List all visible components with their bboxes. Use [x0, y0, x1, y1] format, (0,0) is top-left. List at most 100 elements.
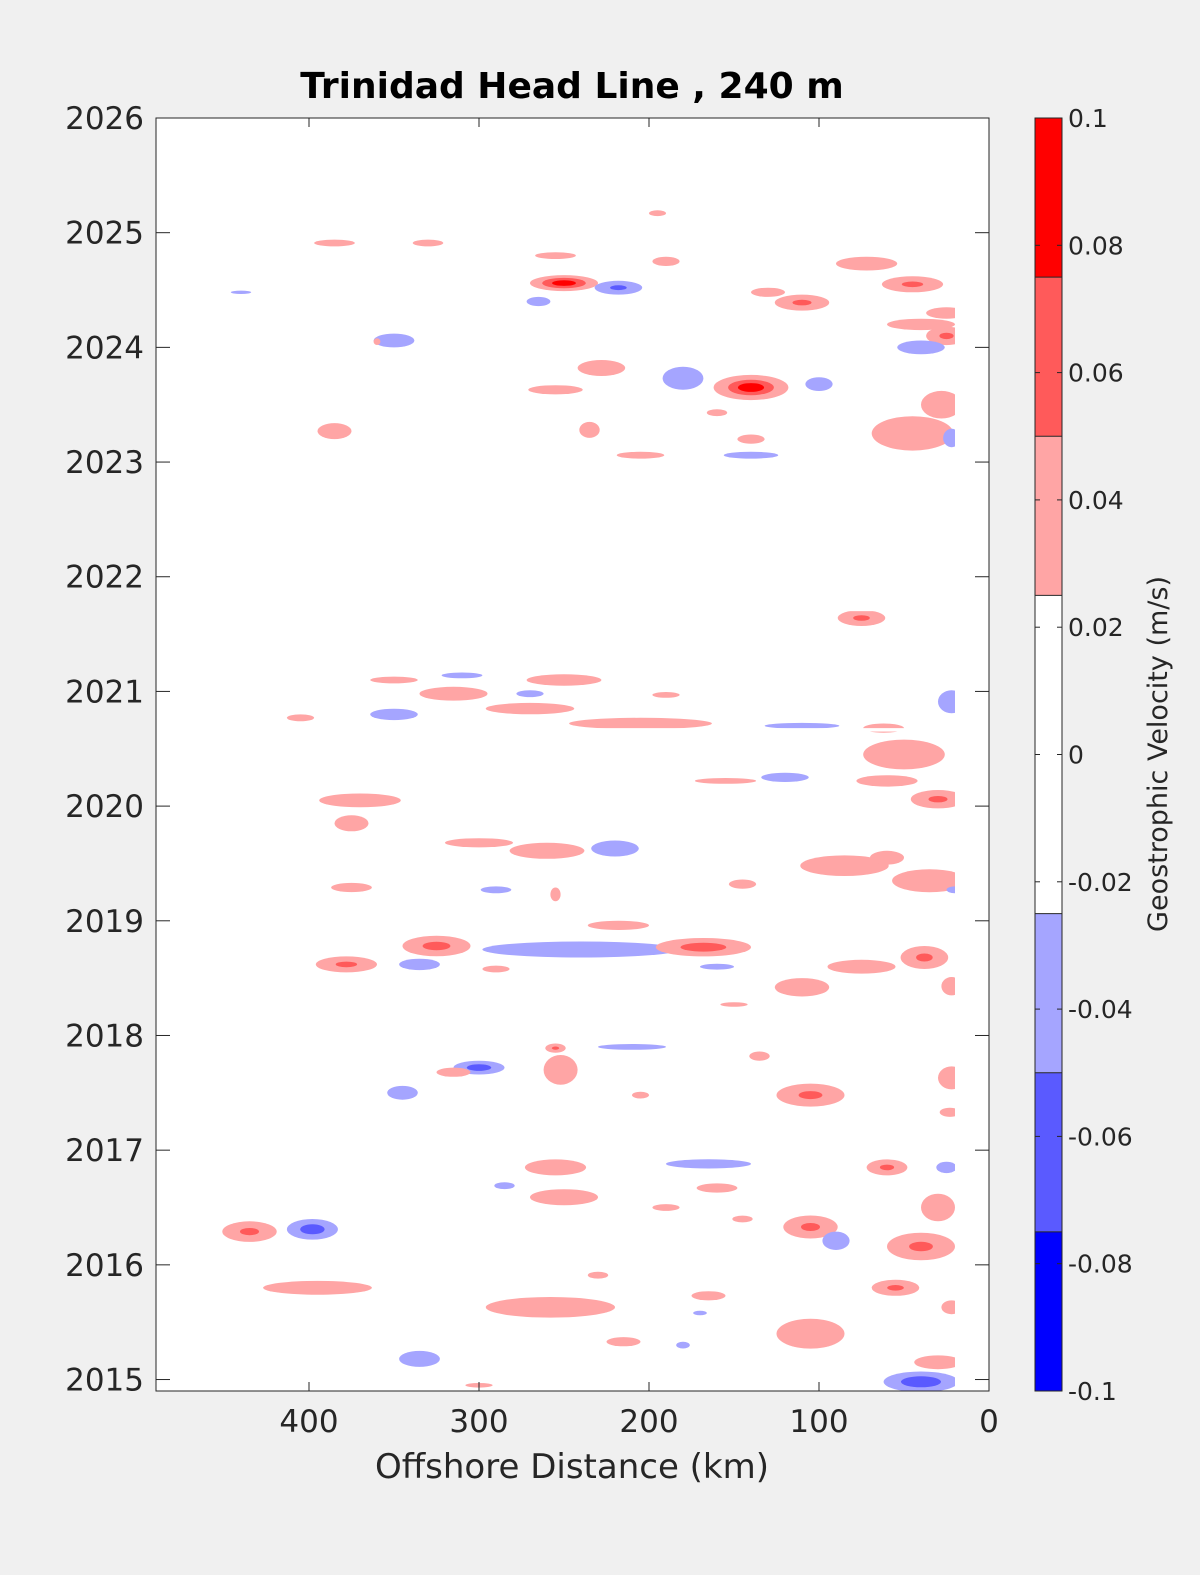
contour-feature — [652, 1204, 680, 1211]
contour-level — [387, 1085, 418, 1100]
contour-level — [871, 416, 954, 451]
contour-level — [263, 1280, 372, 1295]
y-tick-label: 2024 — [65, 330, 144, 366]
colorbar-tick-label: 0 — [1068, 741, 1084, 770]
contour-level — [856, 775, 918, 787]
contour-feature — [900, 946, 949, 969]
contour-feature — [881, 276, 944, 293]
contour-level — [723, 451, 779, 459]
contour-level — [801, 1223, 820, 1231]
contour-level — [887, 318, 955, 331]
colorbar-segment — [1035, 277, 1062, 437]
contour-feature — [649, 210, 666, 217]
colorbar-tick-label: 0.06 — [1068, 359, 1124, 388]
contour-level — [751, 287, 785, 297]
contour-feature — [528, 385, 583, 395]
colorbar-segment — [1035, 1072, 1062, 1232]
contour-level — [800, 855, 889, 876]
contour-feature — [543, 1055, 578, 1085]
x-tick-label: 0 — [979, 1404, 999, 1440]
contour-level — [892, 869, 967, 893]
contour-level — [591, 840, 639, 857]
colorbar-segment — [1035, 913, 1062, 1073]
contour-feature — [319, 793, 401, 808]
contour-feature — [399, 1350, 440, 1367]
data-gap — [156, 462, 989, 612]
contour-feature — [587, 1271, 609, 1279]
contour-feature — [713, 374, 789, 401]
contour-level — [776, 1318, 845, 1349]
x-tick-label: 200 — [619, 1404, 678, 1440]
contour-level — [616, 451, 665, 459]
contour-feature — [897, 340, 945, 355]
contour-level — [412, 239, 444, 247]
colorbar-label: Geostrophic Velocity (m/s) — [1143, 576, 1174, 932]
contour-feature — [317, 423, 352, 440]
contour-level — [494, 1182, 515, 1190]
contour-feature — [530, 1189, 598, 1206]
contour-level — [286, 714, 315, 722]
contour-level — [526, 674, 602, 686]
contour-feature — [577, 360, 626, 376]
contour-feature — [655, 938, 752, 957]
contour-level — [373, 333, 415, 348]
chart-title: Trinidad Head Line , 240 m — [300, 66, 843, 107]
contour-level — [526, 296, 551, 307]
contour-level — [577, 360, 626, 376]
contour-feature — [436, 1067, 471, 1077]
contour-feature — [482, 941, 680, 958]
contour-feature — [691, 1291, 726, 1301]
contour-level — [732, 1215, 753, 1223]
colorbar-segment — [1035, 1231, 1062, 1391]
colorbar-tick-label: -0.06 — [1068, 1122, 1133, 1151]
contour-feature — [516, 690, 544, 698]
contour-feature — [764, 722, 840, 729]
contour-feature — [837, 610, 886, 626]
contour-level — [694, 778, 757, 784]
contour-level — [901, 1376, 941, 1388]
contour-feature — [863, 739, 945, 770]
y-tick-label: 2019 — [65, 904, 144, 940]
y-tick-label: 2022 — [65, 560, 144, 596]
contour-feature — [921, 390, 962, 419]
contour-feature — [870, 850, 904, 865]
plot-frame — [155, 117, 990, 1392]
contour-feature — [700, 963, 734, 970]
contour-feature — [230, 290, 252, 294]
contour-level — [552, 280, 576, 286]
contour-feature — [666, 1159, 751, 1169]
contour-level — [445, 838, 513, 848]
contour-level — [550, 887, 561, 902]
contour-feature — [728, 879, 757, 889]
contour-level — [916, 953, 933, 962]
contour-level — [798, 1091, 823, 1100]
contour-level — [373, 338, 381, 345]
contour-level — [706, 409, 728, 417]
y-tick-label: 2025 — [65, 216, 144, 252]
contour-level — [822, 1231, 850, 1251]
contour-level — [737, 383, 765, 392]
contour-feature — [652, 256, 680, 266]
contour-level — [422, 941, 451, 951]
contour-level — [399, 958, 440, 971]
contour-level — [827, 959, 896, 974]
x-tick-label: 400 — [279, 1404, 338, 1440]
contour-level — [334, 815, 369, 832]
contour-level — [632, 1091, 649, 1099]
contour-level — [436, 1067, 471, 1077]
contour-level — [551, 1046, 560, 1050]
contour-feature — [910, 790, 966, 809]
contour-level — [485, 1297, 615, 1318]
contour-level — [728, 879, 757, 889]
contour-level — [649, 210, 666, 217]
contour-level — [939, 332, 954, 340]
contour-feature — [591, 840, 639, 857]
contour-feature — [783, 1215, 838, 1239]
contour-feature — [751, 287, 785, 297]
contour-level — [466, 1064, 492, 1071]
contour-feature — [827, 959, 896, 974]
contour-level — [606, 1337, 641, 1347]
contour-feature — [485, 702, 575, 715]
contour-feature — [662, 366, 704, 390]
colorbar-tick-label: 0.08 — [1068, 231, 1124, 260]
